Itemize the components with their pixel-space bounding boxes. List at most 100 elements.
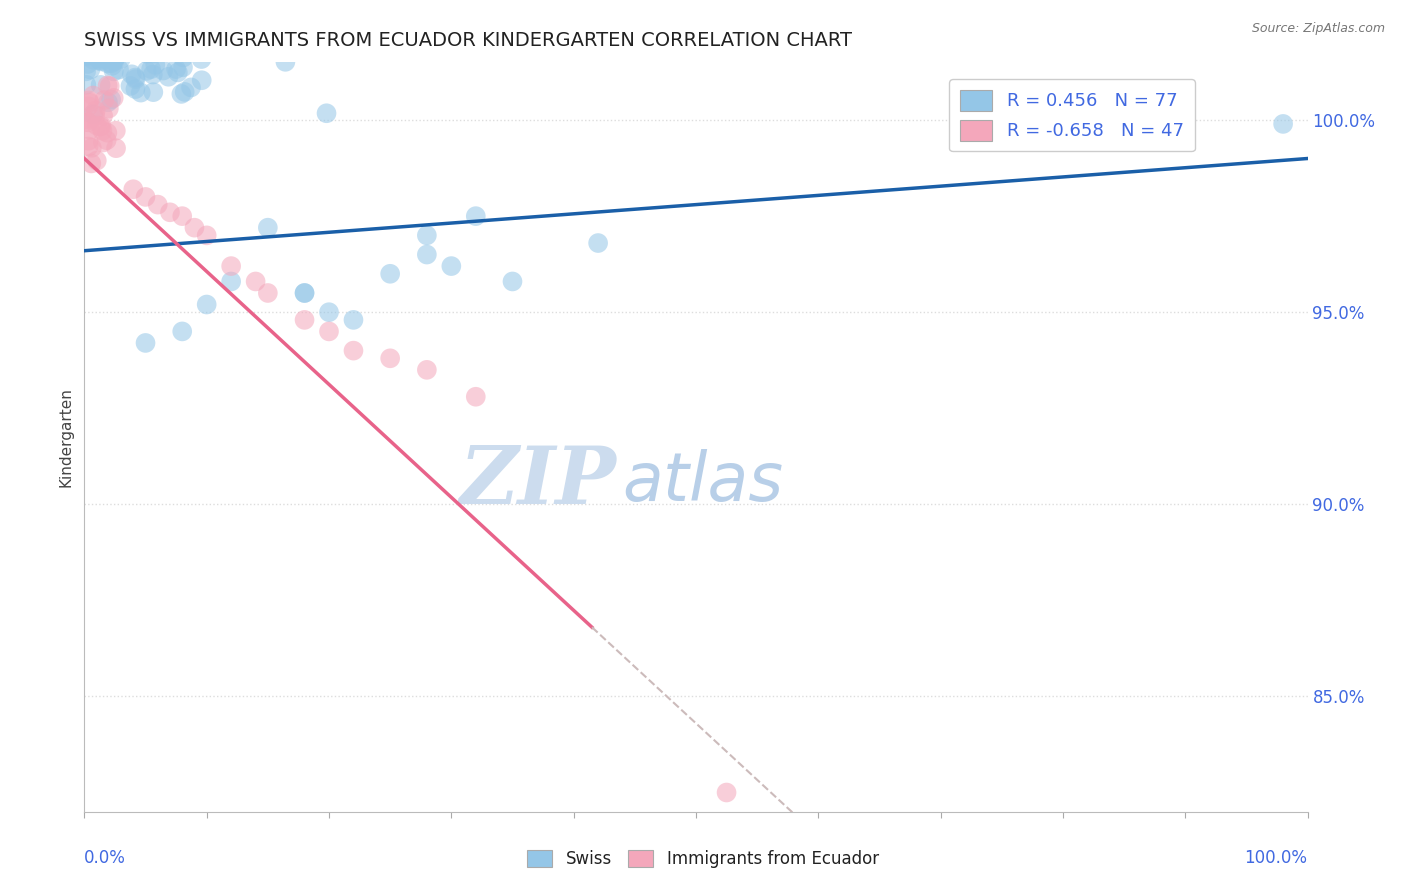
Text: atlas: atlas	[623, 449, 783, 515]
Point	[416, 363, 439, 377]
Point	[155, 45, 177, 59]
Point	[318, 305, 340, 319]
Point	[90, 54, 112, 69]
Point	[165, 62, 187, 76]
Point	[96, 45, 118, 60]
Point	[86, 119, 108, 133]
Point	[97, 95, 120, 110]
Point	[257, 285, 280, 300]
Point	[73, 115, 96, 129]
Point	[124, 72, 146, 87]
Point	[184, 44, 207, 58]
Point	[245, 275, 267, 289]
Point	[172, 209, 194, 223]
Point	[90, 51, 112, 65]
Point	[84, 103, 107, 118]
Point	[142, 68, 165, 82]
Point	[129, 86, 152, 100]
Point	[294, 313, 316, 327]
Point	[195, 297, 218, 311]
Point	[75, 112, 97, 127]
Point	[96, 45, 118, 59]
Point	[77, 139, 100, 153]
Point	[77, 99, 100, 113]
Point	[90, 78, 112, 92]
Point	[274, 54, 297, 69]
Point	[80, 141, 103, 155]
Point	[77, 48, 100, 62]
Point	[96, 126, 118, 140]
Point	[91, 51, 114, 65]
Point	[219, 259, 242, 273]
Point	[75, 49, 97, 63]
Point	[586, 235, 609, 250]
Point	[159, 205, 181, 219]
Point	[89, 54, 111, 68]
Point	[77, 94, 100, 108]
Point	[135, 63, 157, 78]
Point	[89, 120, 111, 134]
Point	[89, 53, 111, 67]
Point	[103, 91, 125, 105]
Point	[380, 267, 402, 281]
Point	[502, 275, 524, 289]
Point	[416, 228, 439, 243]
Point	[183, 220, 205, 235]
Text: ZIP: ZIP	[460, 443, 616, 521]
Point	[97, 102, 120, 116]
Point	[105, 50, 128, 64]
Point	[103, 52, 125, 66]
Point	[190, 73, 212, 87]
Point	[166, 65, 188, 79]
Point	[440, 259, 463, 273]
Point	[100, 56, 122, 70]
Point	[101, 44, 124, 58]
Point	[97, 56, 120, 70]
Point	[79, 122, 101, 136]
Point	[86, 153, 108, 168]
Point	[91, 109, 114, 123]
Point	[172, 325, 194, 339]
Point	[96, 133, 118, 147]
Text: 0.0%: 0.0%	[84, 849, 127, 867]
Point	[142, 85, 165, 99]
Point	[103, 64, 125, 78]
Point	[170, 87, 193, 101]
Point	[77, 134, 100, 148]
Y-axis label: Kindergarten: Kindergarten	[58, 387, 73, 487]
Point	[464, 209, 486, 223]
Point	[79, 95, 101, 110]
Point	[135, 335, 157, 350]
Point	[120, 78, 142, 93]
Point	[318, 325, 340, 339]
Point	[82, 53, 104, 67]
Point	[108, 43, 131, 57]
Point	[315, 106, 337, 120]
Point	[108, 62, 131, 77]
Point	[152, 63, 174, 78]
Point	[121, 67, 143, 81]
Point	[143, 46, 166, 61]
Point	[90, 119, 112, 133]
Text: 100.0%: 100.0%	[1244, 849, 1308, 867]
Point	[80, 156, 103, 170]
Point	[172, 50, 194, 64]
Point	[416, 247, 439, 261]
Point	[76, 57, 98, 71]
Point	[172, 60, 194, 74]
Point	[105, 141, 128, 155]
Point	[135, 190, 157, 204]
Point	[100, 93, 122, 107]
Point	[79, 62, 101, 77]
Point	[143, 58, 166, 72]
Point	[716, 785, 738, 799]
Point	[146, 197, 169, 211]
Legend: R = 0.456   N = 77, R = -0.658   N = 47: R = 0.456 N = 77, R = -0.658 N = 47	[949, 79, 1195, 152]
Point	[91, 136, 114, 150]
Point	[122, 182, 145, 196]
Point	[93, 93, 115, 107]
Point	[464, 390, 486, 404]
Text: SWISS VS IMMIGRANTS FROM ECUADOR KINDERGARTEN CORRELATION CHART: SWISS VS IMMIGRANTS FROM ECUADOR KINDERG…	[84, 30, 852, 50]
Point	[82, 88, 104, 103]
Point	[294, 285, 316, 300]
